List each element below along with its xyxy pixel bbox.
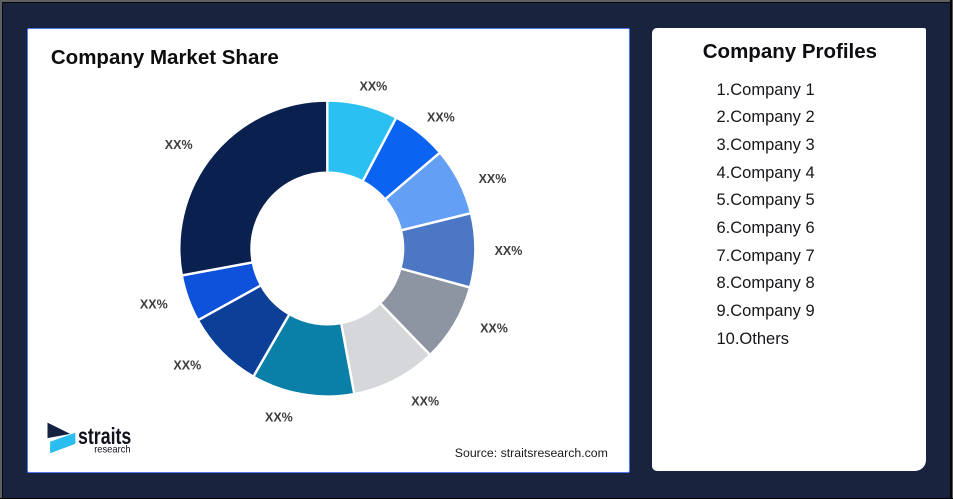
svg-text:XX%: XX% xyxy=(165,138,193,152)
svg-text:straits: straits xyxy=(78,423,131,449)
svg-text:research: research xyxy=(94,444,131,456)
svg-text:XX%: XX% xyxy=(495,244,523,258)
svg-text:XX%: XX% xyxy=(427,110,455,124)
svg-text:XX%: XX% xyxy=(265,410,293,424)
svg-text:XX%: XX% xyxy=(480,321,508,335)
svg-text:XX%: XX% xyxy=(360,79,388,93)
svg-text:XX%: XX% xyxy=(174,358,202,372)
svg-text:XX%: XX% xyxy=(411,394,439,408)
svg-text:XX%: XX% xyxy=(140,297,168,311)
svg-text:XX%: XX% xyxy=(479,172,507,186)
